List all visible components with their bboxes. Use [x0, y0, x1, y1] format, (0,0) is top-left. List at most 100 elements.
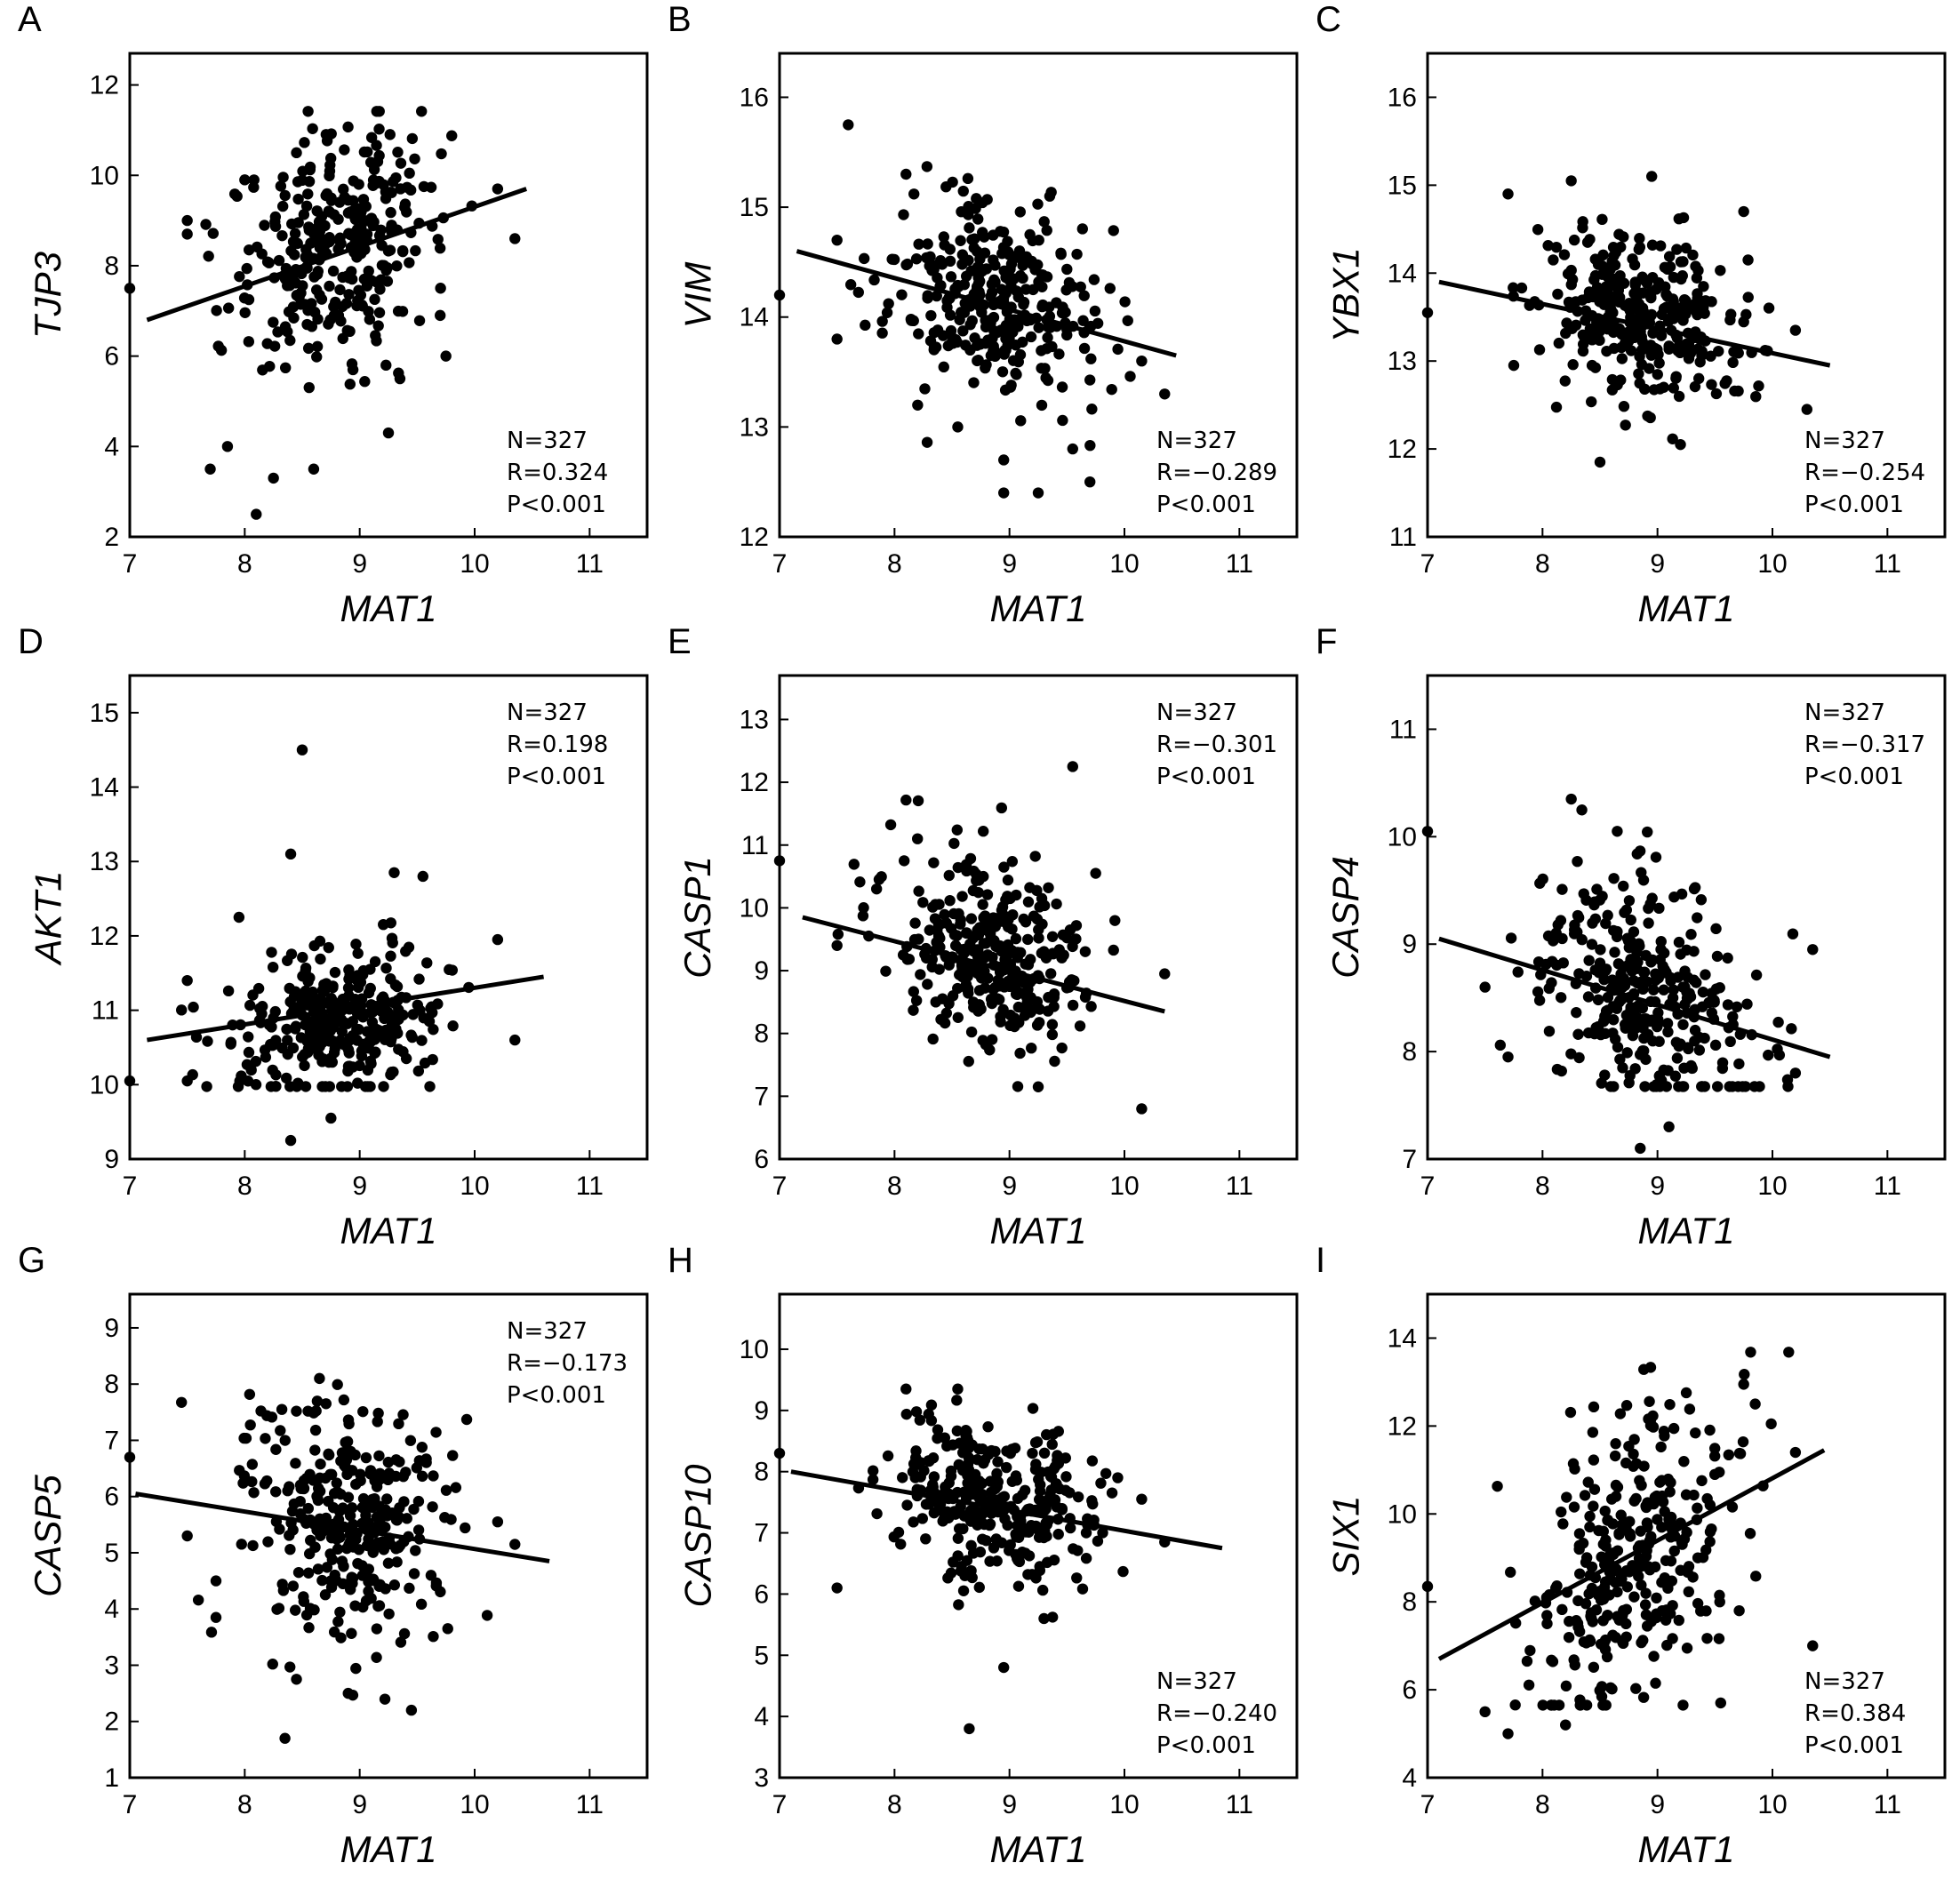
- data-point: [251, 508, 262, 520]
- data-point: [912, 833, 924, 844]
- data-point: [955, 944, 966, 955]
- data-point: [977, 1035, 988, 1046]
- data-point: [1030, 1002, 1043, 1014]
- data-point: [1570, 319, 1582, 332]
- data-point: [1688, 1489, 1700, 1501]
- x-tick-label: 11: [576, 1171, 604, 1201]
- data-point: [412, 999, 424, 1011]
- data-point: [320, 978, 332, 989]
- y-tick-label: 8: [1402, 1587, 1417, 1617]
- data-point: [243, 336, 255, 348]
- data-point: [369, 293, 380, 306]
- data-point: [873, 874, 885, 885]
- data-point: [1605, 1493, 1618, 1505]
- data-point: [296, 268, 308, 280]
- data-point: [1696, 1475, 1708, 1487]
- data-point: [1599, 1505, 1611, 1517]
- data-point: [1607, 1548, 1620, 1561]
- data-point: [1034, 901, 1045, 913]
- data-point: [242, 1075, 254, 1087]
- data-point: [1724, 314, 1736, 326]
- data-point: [1067, 999, 1079, 1011]
- data-point: [296, 174, 308, 187]
- x-tick-label: 8: [887, 549, 902, 579]
- data-point: [342, 1060, 355, 1072]
- y-tick-label: 6: [1402, 1675, 1417, 1705]
- data-point: [425, 181, 437, 193]
- data-point: [1656, 1475, 1668, 1486]
- data-point: [938, 231, 949, 243]
- data-point: [972, 277, 985, 289]
- data-point: [1676, 310, 1689, 323]
- data-point: [311, 205, 323, 217]
- data-point: [248, 174, 260, 186]
- data-point: [1620, 1457, 1632, 1469]
- x-tick-label: 7: [123, 549, 138, 579]
- data-point: [421, 957, 433, 969]
- data-point: [277, 172, 289, 183]
- data-point: [200, 219, 212, 230]
- data-point: [260, 1051, 272, 1063]
- data-point: [1572, 1621, 1584, 1633]
- data-point: [181, 214, 193, 227]
- data-point: [1610, 1437, 1621, 1450]
- y-tick-label: 10: [1388, 1499, 1417, 1529]
- data-point: [446, 130, 458, 141]
- data-point: [1597, 1525, 1610, 1538]
- data-point: [1654, 240, 1667, 252]
- data-point: [942, 340, 955, 352]
- data-point: [1599, 1576, 1612, 1587]
- data-point: [1620, 337, 1631, 348]
- data-point: [350, 939, 362, 950]
- data-point: [1677, 212, 1690, 224]
- data-point: [388, 867, 400, 878]
- data-point: [417, 870, 428, 883]
- data-point: [385, 206, 396, 219]
- data-point: [316, 293, 328, 305]
- data-point: [1011, 889, 1022, 901]
- data-point: [965, 265, 977, 276]
- data-point: [1580, 1597, 1592, 1610]
- data-point: [276, 229, 288, 242]
- stats-line: P<0.001: [1156, 492, 1256, 518]
- stats-line: P<0.001: [1804, 492, 1904, 518]
- data-point: [962, 172, 974, 185]
- data-point: [279, 362, 292, 374]
- data-point: [1648, 1651, 1660, 1662]
- data-point: [1576, 294, 1588, 306]
- x-axis-label: MAT1: [989, 588, 1087, 629]
- data-point: [212, 340, 224, 352]
- stats-line: N=327: [1156, 700, 1237, 726]
- data-point: [344, 379, 356, 390]
- data-point: [339, 144, 350, 156]
- data-point: [1612, 379, 1623, 391]
- data-point: [876, 316, 888, 327]
- data-point: [334, 1035, 346, 1046]
- data-point: [1046, 931, 1059, 942]
- data-point: [979, 965, 990, 977]
- data-point: [1683, 1586, 1695, 1598]
- data-point: [1028, 910, 1040, 922]
- data-point: [1729, 385, 1740, 397]
- data-point: [301, 249, 314, 261]
- data-point: [1040, 372, 1052, 384]
- data-point: [978, 870, 989, 883]
- y-tick-label: 11: [1389, 523, 1417, 552]
- data-point: [416, 1035, 428, 1046]
- data-point: [1550, 241, 1563, 253]
- data-point: [372, 320, 384, 332]
- data-point: [181, 228, 193, 240]
- data-point: [1692, 288, 1703, 300]
- data-point: [1692, 1502, 1703, 1514]
- data-point: [1502, 1728, 1514, 1739]
- data-point: [1573, 1528, 1586, 1539]
- data-point: [1048, 991, 1060, 1003]
- data-point: [435, 283, 446, 294]
- data-point: [222, 302, 235, 314]
- data-point: [1574, 1699, 1586, 1711]
- data-point: [1542, 240, 1554, 252]
- data-point: [1509, 1699, 1521, 1711]
